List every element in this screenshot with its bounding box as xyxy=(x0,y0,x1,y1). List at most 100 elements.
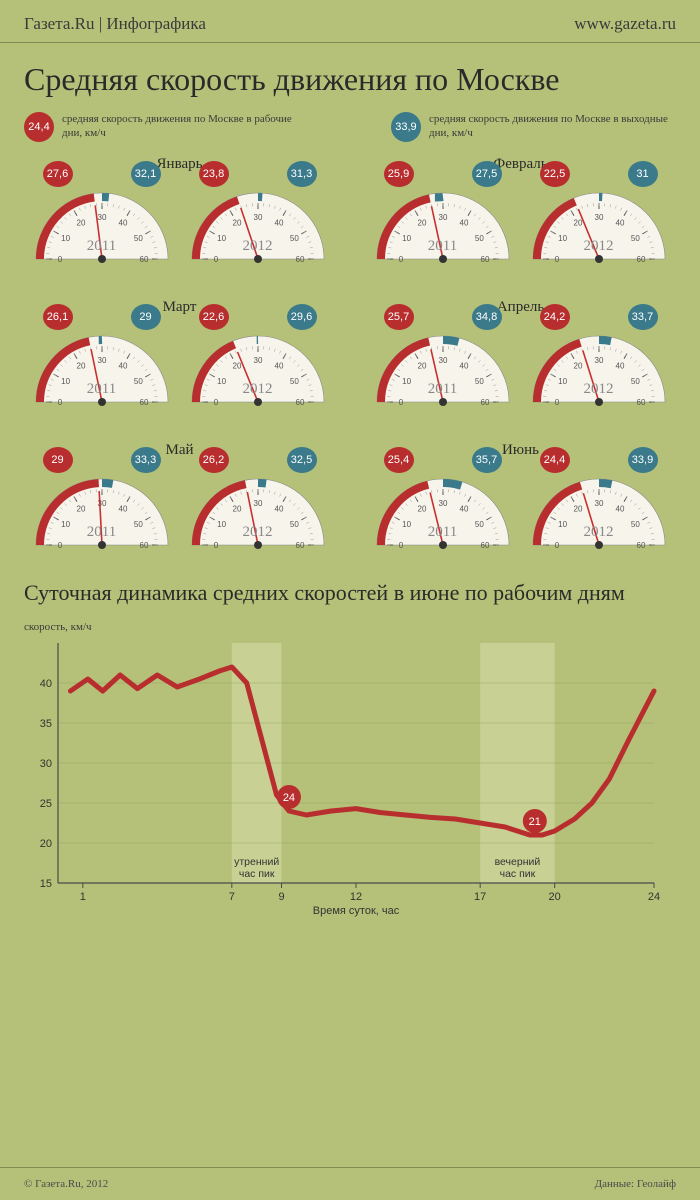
gauge-year: 2012 xyxy=(183,524,333,541)
gauge: 22,5 31 0102030405060 2012 xyxy=(524,179,674,269)
svg-text:24: 24 xyxy=(283,792,295,804)
gauge-weekend-bubble: 33,7 xyxy=(628,304,658,330)
svg-text:20: 20 xyxy=(76,505,85,514)
svg-text:40: 40 xyxy=(118,219,127,228)
gauge: 25,7 34,8 0102030405060 2011 xyxy=(368,322,518,412)
gauge: 25,4 35,7 0102030405060 2011 xyxy=(368,465,518,555)
svg-text:60: 60 xyxy=(636,398,645,407)
gauge-year: 2011 xyxy=(27,381,177,398)
gauge: 24,2 33,7 0102030405060 2012 xyxy=(524,322,674,412)
svg-text:час пик: час пик xyxy=(500,868,536,880)
svg-text:40: 40 xyxy=(274,362,283,371)
gauge-weekend-bubble: 32,5 xyxy=(287,447,317,473)
svg-text:12: 12 xyxy=(350,891,362,903)
svg-text:0: 0 xyxy=(398,255,403,264)
svg-text:0: 0 xyxy=(57,398,62,407)
svg-text:21: 21 xyxy=(529,816,541,828)
svg-text:40: 40 xyxy=(459,505,468,514)
legend: 24,4 средняя скорость движения по Москве… xyxy=(0,112,700,156)
svg-text:вечерний: вечерний xyxy=(495,856,541,868)
gauge-year: 2011 xyxy=(368,381,518,398)
gauge-year: 2011 xyxy=(368,524,518,541)
svg-text:40: 40 xyxy=(118,362,127,371)
svg-text:30: 30 xyxy=(253,356,262,365)
svg-text:20: 20 xyxy=(232,219,241,228)
header-left: Газета.Ru | Инфографика xyxy=(24,14,206,34)
gauges-pair: 25,7 34,8 0102030405060 2011 24,2 33,7 0… xyxy=(355,322,686,412)
gauge-workday-bubble: 25,7 xyxy=(384,304,414,330)
svg-text:60: 60 xyxy=(480,541,489,550)
gauge-workday-bubble: 26,2 xyxy=(199,447,229,473)
gauge-weekend-bubble: 31 xyxy=(628,161,658,187)
svg-text:30: 30 xyxy=(438,499,447,508)
legend-workday-text: средняя скорость движения по Москве в ра… xyxy=(62,113,301,141)
svg-text:0: 0 xyxy=(57,255,62,264)
svg-text:20: 20 xyxy=(573,505,582,514)
gauge: 22,6 29,6 0102030405060 2012 xyxy=(183,322,333,412)
gauges-pair: 27,6 32,1 0102030405060 2011 23,8 31,3 0… xyxy=(14,179,345,269)
line-chart: 152025303540179121720242421утреннийчас п… xyxy=(24,637,676,922)
gauge-weekend-bubble: 29,6 xyxy=(287,304,317,330)
gauge-workday-bubble: 24,2 xyxy=(540,304,570,330)
svg-text:40: 40 xyxy=(459,362,468,371)
months-grid: Январь 27,6 32,1 0102030405060 2011 23,8… xyxy=(0,156,700,555)
svg-text:0: 0 xyxy=(398,398,403,407)
footer-left: © Газета.Ru, 2012 xyxy=(24,1178,108,1190)
svg-text:20: 20 xyxy=(417,362,426,371)
svg-text:0: 0 xyxy=(213,541,218,550)
gauge: 27,6 32,1 0102030405060 2011 xyxy=(27,179,177,269)
svg-text:30: 30 xyxy=(97,356,106,365)
svg-text:24: 24 xyxy=(648,891,660,903)
svg-text:20: 20 xyxy=(76,219,85,228)
svg-text:60: 60 xyxy=(139,255,148,264)
month-block: Июнь 25,4 35,7 0102030405060 2011 24,4 3… xyxy=(355,442,686,555)
svg-text:60: 60 xyxy=(295,255,304,264)
gauge-weekend-bubble: 33,3 xyxy=(131,447,161,473)
gauge-year: 2012 xyxy=(183,238,333,255)
svg-text:20: 20 xyxy=(232,505,241,514)
gauge: 24,4 33,9 0102030405060 2012 xyxy=(524,465,674,555)
svg-text:30: 30 xyxy=(438,213,447,222)
month-block: Февраль 25,9 27,5 0102030405060 2011 22,… xyxy=(355,156,686,269)
svg-text:0: 0 xyxy=(554,541,559,550)
svg-text:30: 30 xyxy=(594,356,603,365)
gauge-weekend-bubble: 27,5 xyxy=(472,161,502,187)
gauge: 29 33,3 0102030405060 2011 xyxy=(27,465,177,555)
month-block: Апрель 25,7 34,8 0102030405060 2011 24,2… xyxy=(355,299,686,412)
gauge-year: 2012 xyxy=(524,381,674,398)
svg-text:30: 30 xyxy=(594,499,603,508)
svg-text:60: 60 xyxy=(139,398,148,407)
svg-text:30: 30 xyxy=(253,213,262,222)
month-block: Январь 27,6 32,1 0102030405060 2011 23,8… xyxy=(14,156,345,269)
svg-text:утренний: утренний xyxy=(234,856,279,868)
svg-text:30: 30 xyxy=(438,356,447,365)
legend-workday: 24,4 средняя скорость движения по Москве… xyxy=(24,112,301,142)
gauge-workday-bubble: 25,4 xyxy=(384,447,414,473)
svg-text:30: 30 xyxy=(253,499,262,508)
svg-text:40: 40 xyxy=(118,505,127,514)
gauge-workday-bubble: 27,6 xyxy=(43,161,73,187)
gauge-workday-bubble: 23,8 xyxy=(199,161,229,187)
gauges-pair: 25,4 35,7 0102030405060 2011 24,4 33,9 0… xyxy=(355,465,686,555)
line-section: Суточная динамика средних скоростей в ию… xyxy=(0,555,700,922)
svg-text:7: 7 xyxy=(229,891,235,903)
svg-text:60: 60 xyxy=(295,398,304,407)
svg-text:17: 17 xyxy=(474,891,486,903)
gauge-weekend-bubble: 31,3 xyxy=(287,161,317,187)
svg-text:0: 0 xyxy=(554,255,559,264)
svg-text:25: 25 xyxy=(40,798,52,810)
gauge-weekend-bubble: 33,9 xyxy=(628,447,658,473)
gauge-year: 2011 xyxy=(27,238,177,255)
gauges-pair: 25,9 27,5 0102030405060 2011 22,5 31 010… xyxy=(355,179,686,269)
gauge: 26,2 32,5 0102030405060 2012 xyxy=(183,465,333,555)
gauge-workday-bubble: 29 xyxy=(43,447,73,473)
svg-text:20: 20 xyxy=(40,838,52,850)
gauge-workday-bubble: 22,6 xyxy=(199,304,229,330)
month-block: Май 29 33,3 0102030405060 2011 26,2 32,5… xyxy=(14,442,345,555)
header: Газета.Ru | Инфографика www.gazeta.ru xyxy=(0,0,700,43)
gauge-workday-bubble: 25,9 xyxy=(384,161,414,187)
gauge-weekend-bubble: 29 xyxy=(131,304,161,330)
line-chart-ylabel: скорость, км/ч xyxy=(24,621,676,633)
svg-text:20: 20 xyxy=(573,219,582,228)
svg-text:1: 1 xyxy=(80,891,86,903)
